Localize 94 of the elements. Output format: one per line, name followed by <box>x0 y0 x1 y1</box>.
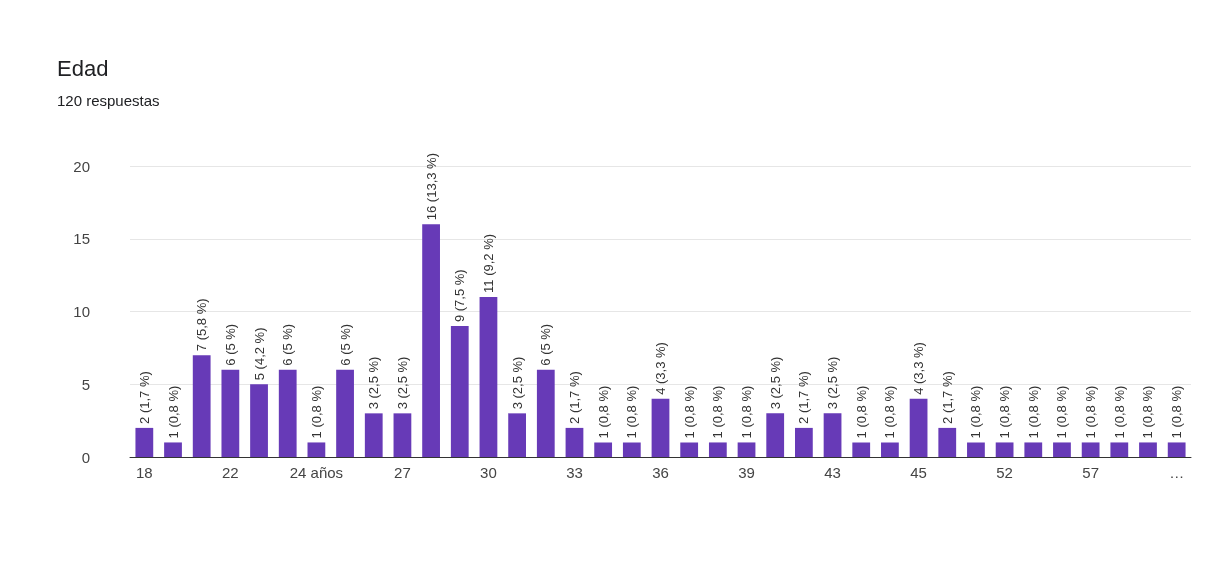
data-label: 1 (0,8 %) <box>1169 385 1185 439</box>
data-label: 4 (3,3 %) <box>911 342 927 395</box>
bar <box>794 427 813 457</box>
data-label: 3 (2,5 %) <box>825 356 841 410</box>
bar <box>967 442 985 457</box>
y-tick-label: 0 <box>81 448 90 466</box>
bar <box>708 442 727 457</box>
data-label: 1 (0,8 %) <box>1083 385 1099 439</box>
data-label: 1 (0,8 %) <box>1111 385 1127 439</box>
x-tick-label: 36 <box>652 464 669 481</box>
x-tick-label: 45 <box>910 464 927 481</box>
data-label: 3 (2,5 %) <box>366 356 382 410</box>
data-label: 1 (0,8 %) <box>997 385 1013 439</box>
data-label: 1 (0,8 %) <box>968 385 984 439</box>
bar <box>594 442 613 457</box>
bar <box>336 369 354 457</box>
bar <box>221 369 240 457</box>
bar <box>909 398 928 457</box>
data-label: 2 (1,7 %) <box>566 371 582 424</box>
x-tick-label: 24 años <box>289 464 344 481</box>
bar <box>766 413 785 457</box>
data-label: 2 (1,7 %) <box>939 371 955 424</box>
bar <box>536 369 555 457</box>
data-label: 1 (0,8 %) <box>710 385 726 439</box>
x-tick-label: 52 <box>996 464 1013 481</box>
bar <box>651 398 670 457</box>
bar <box>852 442 871 457</box>
data-label: 5 (4,2 %) <box>251 327 267 381</box>
data-label: 6 (5 %) <box>280 323 296 366</box>
bar <box>135 427 154 457</box>
data-label: 1 (0,8 %) <box>1025 385 1041 439</box>
data-label: 6 (5 %) <box>538 323 554 366</box>
y-tick-label: 5 <box>81 375 90 393</box>
x-tick-label: 39 <box>738 464 755 481</box>
bar <box>422 224 440 457</box>
data-label: 6 (5 %) <box>222 323 238 366</box>
bar <box>307 442 326 457</box>
bar <box>508 413 527 457</box>
data-label: 6 (5 %) <box>337 323 353 366</box>
data-label: 2 (1,7 %) <box>136 371 152 424</box>
bar <box>565 427 584 457</box>
bar <box>192 355 211 457</box>
bar <box>938 427 957 457</box>
chart-title: Edad <box>57 55 109 81</box>
data-label: 3 (2,5 %) <box>509 356 525 410</box>
x-tick-label: 43 <box>824 464 841 481</box>
x-tick-label: 33 <box>566 464 583 481</box>
bar <box>1139 442 1157 457</box>
x-tick-label: 18 <box>135 464 153 481</box>
data-label: 16 (13,3 %) <box>423 153 439 221</box>
bar <box>479 296 498 457</box>
bar <box>250 384 268 457</box>
data-label: 1 (0,8 %) <box>165 385 181 439</box>
bar <box>881 442 899 457</box>
bar <box>622 442 641 457</box>
data-label: 1 (0,8 %) <box>882 385 898 439</box>
x-tick-label: … <box>1169 464 1185 481</box>
data-label: 1 (0,8 %) <box>308 385 324 439</box>
x-tick-label: 27 <box>394 464 411 481</box>
x-tick-label: 57 <box>1082 464 1099 481</box>
data-label: 4 (3,3 %) <box>653 342 668 395</box>
data-label: 7 (5,8 %) <box>194 298 210 352</box>
bar <box>1081 442 1100 457</box>
bar <box>278 369 297 457</box>
bar <box>364 413 383 457</box>
data-label: 1 (0,8 %) <box>1054 385 1070 439</box>
bar <box>680 442 699 457</box>
data-label: 1 (0,8 %) <box>595 385 611 439</box>
x-tick-label: 30 <box>480 464 497 481</box>
bar <box>164 442 182 457</box>
x-tick-label: 22 <box>222 464 239 481</box>
bar <box>823 413 842 457</box>
data-label: 1 (0,8 %) <box>624 385 640 439</box>
y-tick-label: 20 <box>73 157 90 175</box>
bar <box>1110 442 1129 457</box>
data-label: 3 (2,5 %) <box>394 356 410 410</box>
data-label: 1 (0,8 %) <box>739 385 755 439</box>
data-label: 9 (7,5 %) <box>452 269 468 323</box>
bar <box>450 326 469 457</box>
bar <box>1053 442 1071 457</box>
data-label: 11 (9,2 %) <box>480 233 496 293</box>
bar <box>393 413 412 457</box>
data-label: 1 (0,8 %) <box>681 385 697 439</box>
chart-subtitle: 120 respuestas <box>57 92 160 109</box>
bar <box>737 442 756 457</box>
bar <box>1024 442 1043 457</box>
data-label: 2 (1,7 %) <box>796 371 812 424</box>
data-label: 3 (2,5 %) <box>767 356 783 410</box>
data-label: 1 (0,8 %) <box>853 385 869 439</box>
data-label: 1 (0,8 %) <box>1140 385 1156 439</box>
y-tick-label: 15 <box>73 230 90 248</box>
bar <box>1167 442 1186 457</box>
y-tick-label: 10 <box>73 303 90 320</box>
bar <box>995 442 1014 457</box>
